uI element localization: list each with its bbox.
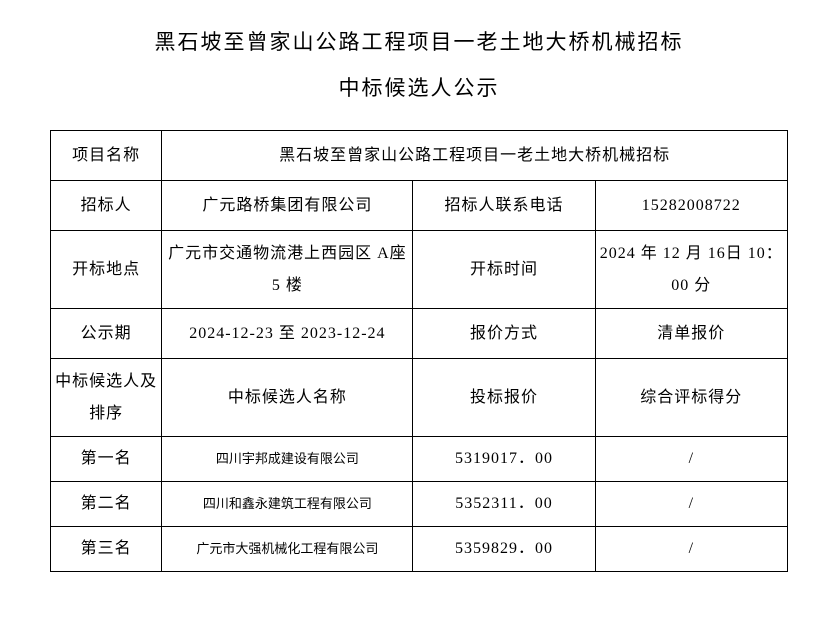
bid-announcement-table: 项目名称 黑石坡至曾家山公路工程项目一老土地大桥机械招标 招标人 广元路桥集团有…	[50, 130, 788, 572]
candidate-3-price: 5359829．00	[413, 527, 595, 572]
value-tenderee-phone: 15282008722	[595, 181, 787, 231]
label-score: 综合评标得分	[595, 359, 787, 437]
document-page: 黑石坡至曾家山公路工程项目一老土地大桥机械招标 中标候选人公示 项目名称 黑石坡…	[0, 0, 838, 592]
label-rank2: 第二名	[51, 482, 162, 527]
value-quote-method: 清单报价	[595, 309, 787, 359]
row-rank-3: 第三名 广元市大强机械化工程有限公司 5359829．00 /	[51, 527, 788, 572]
title-line-1: 黑石坡至曾家山公路工程项目一老土地大桥机械招标	[50, 20, 788, 66]
value-publicity-period: 2024-12-23 至 2023-12-24	[162, 309, 413, 359]
value-tenderee: 广元路桥集团有限公司	[162, 181, 413, 231]
candidate-2-price: 5352311．00	[413, 482, 595, 527]
label-quote-method: 报价方式	[413, 309, 595, 359]
row-candidates-header: 中标候选人及排序 中标候选人名称 投标报价 综合评标得分	[51, 359, 788, 437]
label-candidates-ranking: 中标候选人及排序	[51, 359, 162, 437]
label-bid-location: 开标地点	[51, 231, 162, 309]
label-project-name: 项目名称	[51, 131, 162, 181]
label-tenderee-phone: 招标人联系电话	[413, 181, 595, 231]
row-rank-1: 第一名 四川宇邦成建设有限公司 5319017．00 /	[51, 437, 788, 482]
label-tenderee: 招标人	[51, 181, 162, 231]
candidate-2-score: /	[595, 482, 787, 527]
label-bid-price: 投标报价	[413, 359, 595, 437]
row-project-name: 项目名称 黑石坡至曾家山公路工程项目一老土地大桥机械招标	[51, 131, 788, 181]
candidate-2-name: 四川和鑫永建筑工程有限公司	[162, 482, 413, 527]
candidate-1-price: 5319017．00	[413, 437, 595, 482]
label-publicity-period: 公示期	[51, 309, 162, 359]
label-rank3: 第三名	[51, 527, 162, 572]
candidate-1-score: /	[595, 437, 787, 482]
candidate-1-name: 四川宇邦成建设有限公司	[162, 437, 413, 482]
candidate-3-name: 广元市大强机械化工程有限公司	[162, 527, 413, 572]
label-candidate-name: 中标候选人名称	[162, 359, 413, 437]
value-project-name: 黑石坡至曾家山公路工程项目一老土地大桥机械招标	[162, 131, 788, 181]
value-bid-time: 2024 年 12 月 16日 10：00 分	[595, 231, 787, 309]
row-publicity: 公示期 2024-12-23 至 2023-12-24 报价方式 清单报价	[51, 309, 788, 359]
document-title: 黑石坡至曾家山公路工程项目一老土地大桥机械招标 中标候选人公示	[50, 20, 788, 112]
title-line-2: 中标候选人公示	[50, 66, 788, 112]
row-bid-location: 开标地点 广元市交通物流港上西园区 A座 5 楼 开标时间 2024 年 12 …	[51, 231, 788, 309]
value-bid-location: 广元市交通物流港上西园区 A座 5 楼	[162, 231, 413, 309]
row-tenderee: 招标人 广元路桥集团有限公司 招标人联系电话 15282008722	[51, 181, 788, 231]
row-rank-2: 第二名 四川和鑫永建筑工程有限公司 5352311．00 /	[51, 482, 788, 527]
label-rank1: 第一名	[51, 437, 162, 482]
label-bid-time: 开标时间	[413, 231, 595, 309]
candidate-3-score: /	[595, 527, 787, 572]
